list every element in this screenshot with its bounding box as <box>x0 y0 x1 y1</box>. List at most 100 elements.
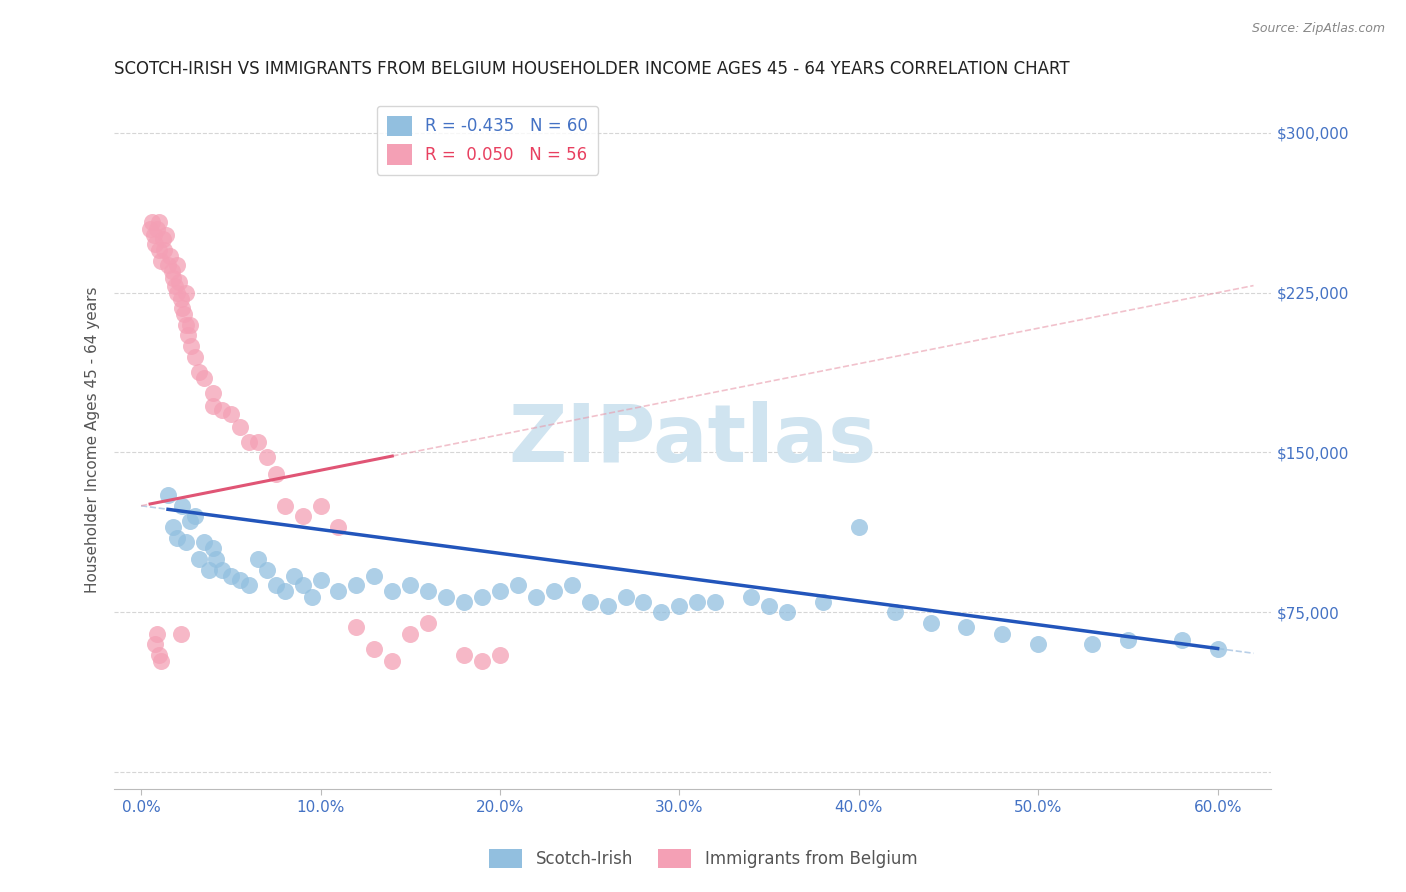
Point <box>399 577 422 591</box>
Point <box>165 279 187 293</box>
Point <box>328 584 350 599</box>
Point <box>167 275 190 289</box>
Point <box>146 626 169 640</box>
Point <box>174 535 197 549</box>
Point <box>148 215 170 229</box>
Point <box>211 563 233 577</box>
Point <box>309 574 332 588</box>
Point <box>156 488 179 502</box>
Point <box>561 577 583 591</box>
Point <box>328 520 350 534</box>
Point <box>184 509 207 524</box>
Point <box>219 569 242 583</box>
Point <box>246 552 269 566</box>
Point <box>174 285 197 300</box>
Point <box>955 620 977 634</box>
Point <box>205 552 228 566</box>
Point <box>704 594 727 608</box>
Point <box>740 591 762 605</box>
Point <box>291 509 314 524</box>
Point <box>471 654 494 668</box>
Point <box>179 514 201 528</box>
Point <box>811 594 834 608</box>
Point <box>201 399 224 413</box>
Point <box>193 535 215 549</box>
Point <box>145 637 167 651</box>
Point <box>991 626 1014 640</box>
Point <box>187 365 209 379</box>
Point <box>363 641 385 656</box>
Point <box>524 591 547 605</box>
Point <box>166 531 188 545</box>
Point <box>453 648 475 662</box>
Point <box>283 569 305 583</box>
Point <box>238 434 260 449</box>
Point <box>160 264 183 278</box>
Point <box>418 584 440 599</box>
Point <box>256 450 278 464</box>
Point <box>211 403 233 417</box>
Point <box>148 648 170 662</box>
Point <box>187 552 209 566</box>
Point <box>650 605 672 619</box>
Point <box>201 541 224 556</box>
Point <box>301 591 323 605</box>
Point <box>344 620 367 634</box>
Point <box>1081 637 1104 651</box>
Point <box>162 520 184 534</box>
Point <box>148 243 170 257</box>
Point <box>142 228 165 243</box>
Point <box>758 599 780 613</box>
Point <box>273 499 295 513</box>
Point <box>198 563 221 577</box>
Point <box>291 577 314 591</box>
Point <box>180 339 202 353</box>
Point <box>848 520 870 534</box>
Point <box>686 594 709 608</box>
Point <box>543 584 565 599</box>
Point <box>238 577 260 591</box>
Point <box>159 250 181 264</box>
Point <box>149 654 172 668</box>
Text: Source: ZipAtlas.com: Source: ZipAtlas.com <box>1251 22 1385 36</box>
Point <box>162 270 184 285</box>
Point <box>149 253 172 268</box>
Point <box>309 499 332 513</box>
Point <box>363 569 385 583</box>
Point <box>184 350 207 364</box>
Point <box>883 605 905 619</box>
Point <box>381 584 404 599</box>
Point <box>381 654 404 668</box>
Text: SCOTCH-IRISH VS IMMIGRANTS FROM BELGIUM HOUSEHOLDER INCOME AGES 45 - 64 YEARS CO: SCOTCH-IRISH VS IMMIGRANTS FROM BELGIUM … <box>114 60 1070 78</box>
Point <box>776 605 799 619</box>
Point <box>201 385 224 400</box>
Point <box>246 434 269 449</box>
Legend: R = -0.435   N = 60, R =  0.050   N = 56: R = -0.435 N = 60, R = 0.050 N = 56 <box>377 105 599 175</box>
Point <box>578 594 600 608</box>
Point <box>169 292 191 306</box>
Point <box>153 243 176 257</box>
Point <box>172 499 194 513</box>
Point <box>193 371 215 385</box>
Legend: Scotch-Irish, Immigrants from Belgium: Scotch-Irish, Immigrants from Belgium <box>482 842 924 875</box>
Point <box>920 615 942 630</box>
Point <box>418 615 440 630</box>
Point <box>453 594 475 608</box>
Point <box>633 594 655 608</box>
Point <box>229 574 252 588</box>
Point <box>173 307 195 321</box>
Point <box>1171 632 1194 647</box>
Point <box>174 318 197 332</box>
Point <box>668 599 690 613</box>
Point <box>169 626 191 640</box>
Point <box>229 420 252 434</box>
Point <box>614 591 637 605</box>
Point <box>141 215 163 229</box>
Point <box>166 258 188 272</box>
Point <box>145 236 167 251</box>
Point <box>273 584 295 599</box>
Point <box>1116 632 1139 647</box>
Point <box>489 584 512 599</box>
Point <box>596 599 619 613</box>
Point <box>172 301 194 315</box>
